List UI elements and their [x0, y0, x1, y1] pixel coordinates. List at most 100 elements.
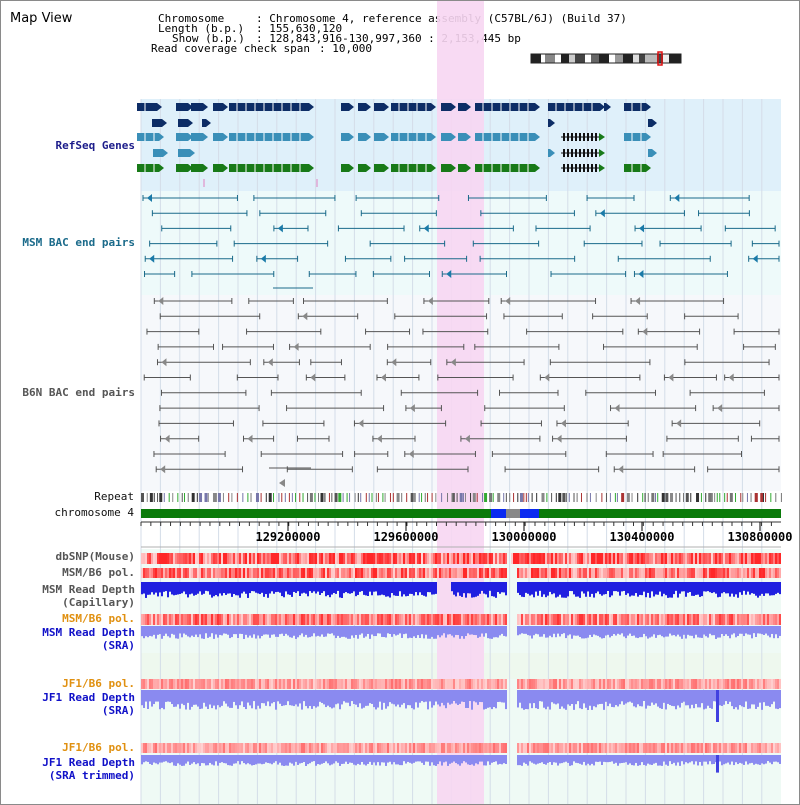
depth-bar	[525, 690, 527, 710]
depth-bar	[501, 626, 503, 634]
heat-cell	[387, 743, 389, 753]
track-label-refseq[interactable]: RefSeq Genes	[55, 139, 135, 152]
heat-cell	[153, 553, 155, 564]
heat-cell	[463, 614, 465, 625]
depth-bar	[775, 582, 777, 594]
depth-bar	[201, 690, 203, 709]
depth-bar	[635, 690, 637, 708]
depth-bar	[423, 690, 425, 703]
depth-bar	[499, 582, 501, 594]
heat-cell	[241, 568, 243, 578]
heat-cell	[519, 553, 521, 564]
depth-bar	[759, 582, 761, 596]
track-label-jf1-depth-sra[interactable]: JF1 Read Depth	[42, 691, 135, 704]
heat-cell	[325, 743, 327, 753]
heat-cell	[247, 568, 249, 578]
heat-cell	[633, 568, 635, 578]
depth-bar	[647, 582, 649, 593]
repeat-element	[711, 493, 713, 502]
depth-bar	[219, 626, 221, 635]
heat-cell	[353, 614, 355, 625]
heat-cell	[523, 614, 525, 625]
track-label-b6n-bac[interactable]: B6N BAC end pairs	[22, 386, 135, 399]
heat-cell	[423, 568, 425, 578]
heat-cell	[641, 614, 643, 625]
track-label-jf1-b6-pol[interactable]: JF1/B6 pol.	[62, 677, 135, 690]
track-label-msm-depth-capillary[interactable]: MSM Read Depth	[42, 583, 135, 596]
depth-bar	[399, 626, 401, 634]
heat-cell	[189, 679, 191, 689]
gene-arrow	[599, 133, 605, 141]
heat-cell	[417, 743, 419, 753]
depth-bar	[691, 626, 693, 636]
heat-cell	[263, 553, 265, 564]
heat-cell	[463, 743, 465, 753]
depth-bar	[697, 582, 699, 595]
depth-bar	[289, 690, 291, 706]
depth-bar	[689, 626, 691, 636]
depth-bar	[711, 755, 713, 765]
depth-bar	[603, 582, 605, 595]
heat-cell	[463, 568, 465, 578]
heat-cell	[201, 743, 203, 753]
depth-bar	[417, 582, 419, 596]
heat-cell	[663, 679, 665, 689]
depth-bar	[179, 755, 181, 765]
heat-cell	[377, 553, 379, 564]
depth-bar	[239, 690, 241, 706]
heat-cell	[445, 743, 447, 753]
depth-bar	[503, 626, 505, 636]
heat-cell	[667, 614, 669, 625]
depth-bar	[537, 582, 539, 596]
heat-cell	[659, 614, 661, 625]
heat-cell	[315, 553, 317, 564]
depth-bar	[221, 626, 223, 636]
depth-bar	[639, 626, 641, 638]
heat-cell	[311, 743, 313, 753]
repeat-element	[207, 493, 209, 502]
heat-cell	[701, 743, 703, 753]
heat-cell	[467, 553, 469, 564]
track-label-jf1-b6-pol-2[interactable]: JF1/B6 pol.	[62, 741, 135, 754]
heat-cell	[217, 614, 219, 625]
track-label-msm-depth-sra[interactable]: MSM Read Depth	[42, 626, 135, 639]
heat-cell	[575, 568, 577, 578]
heat-cell	[285, 553, 287, 564]
bac-end-arrow	[450, 358, 456, 367]
heat-cell	[501, 743, 503, 753]
track-label-jf1-depth-trimmed[interactable]: JF1 Read Depth	[42, 756, 135, 769]
depth-bar	[419, 755, 421, 762]
heat-cell	[193, 743, 195, 753]
heat-cell	[613, 743, 615, 753]
heat-cell	[387, 614, 389, 625]
heat-cell	[237, 568, 239, 578]
heat-cell	[289, 568, 291, 578]
heat-cell	[327, 679, 329, 689]
depth-bar	[569, 582, 571, 591]
depth-bar	[411, 626, 413, 638]
heat-cell	[169, 679, 171, 689]
heat-cell	[417, 614, 419, 625]
heat-cell	[517, 553, 519, 564]
heat-cell	[197, 614, 199, 625]
heat-cell	[427, 614, 429, 625]
depth-bar	[425, 582, 427, 597]
track-label-msm-b6-pol-2[interactable]: MSM/B6 pol.	[62, 612, 135, 625]
depth-bar	[563, 626, 565, 634]
track-label-msm-bac[interactable]: MSM BAC end pairs	[22, 236, 135, 249]
heat-cell	[257, 614, 259, 625]
depth-bar	[179, 626, 181, 634]
depth-bar	[171, 582, 173, 595]
depth-bar	[215, 582, 217, 596]
depth-bar	[447, 626, 449, 635]
heat-cell	[581, 553, 583, 564]
track-label-msm-b6-pol[interactable]: MSM/B6 pol.	[62, 566, 135, 579]
depth-bar	[235, 690, 237, 706]
depth-bar	[549, 626, 551, 636]
track-label-dbsnp[interactable]: dbSNP(Mouse)	[55, 550, 135, 563]
heat-cell	[763, 614, 765, 625]
depth-bar	[163, 690, 165, 710]
depth-bar	[331, 755, 333, 765]
depth-bar	[647, 626, 649, 639]
depth-bar	[469, 755, 471, 766]
